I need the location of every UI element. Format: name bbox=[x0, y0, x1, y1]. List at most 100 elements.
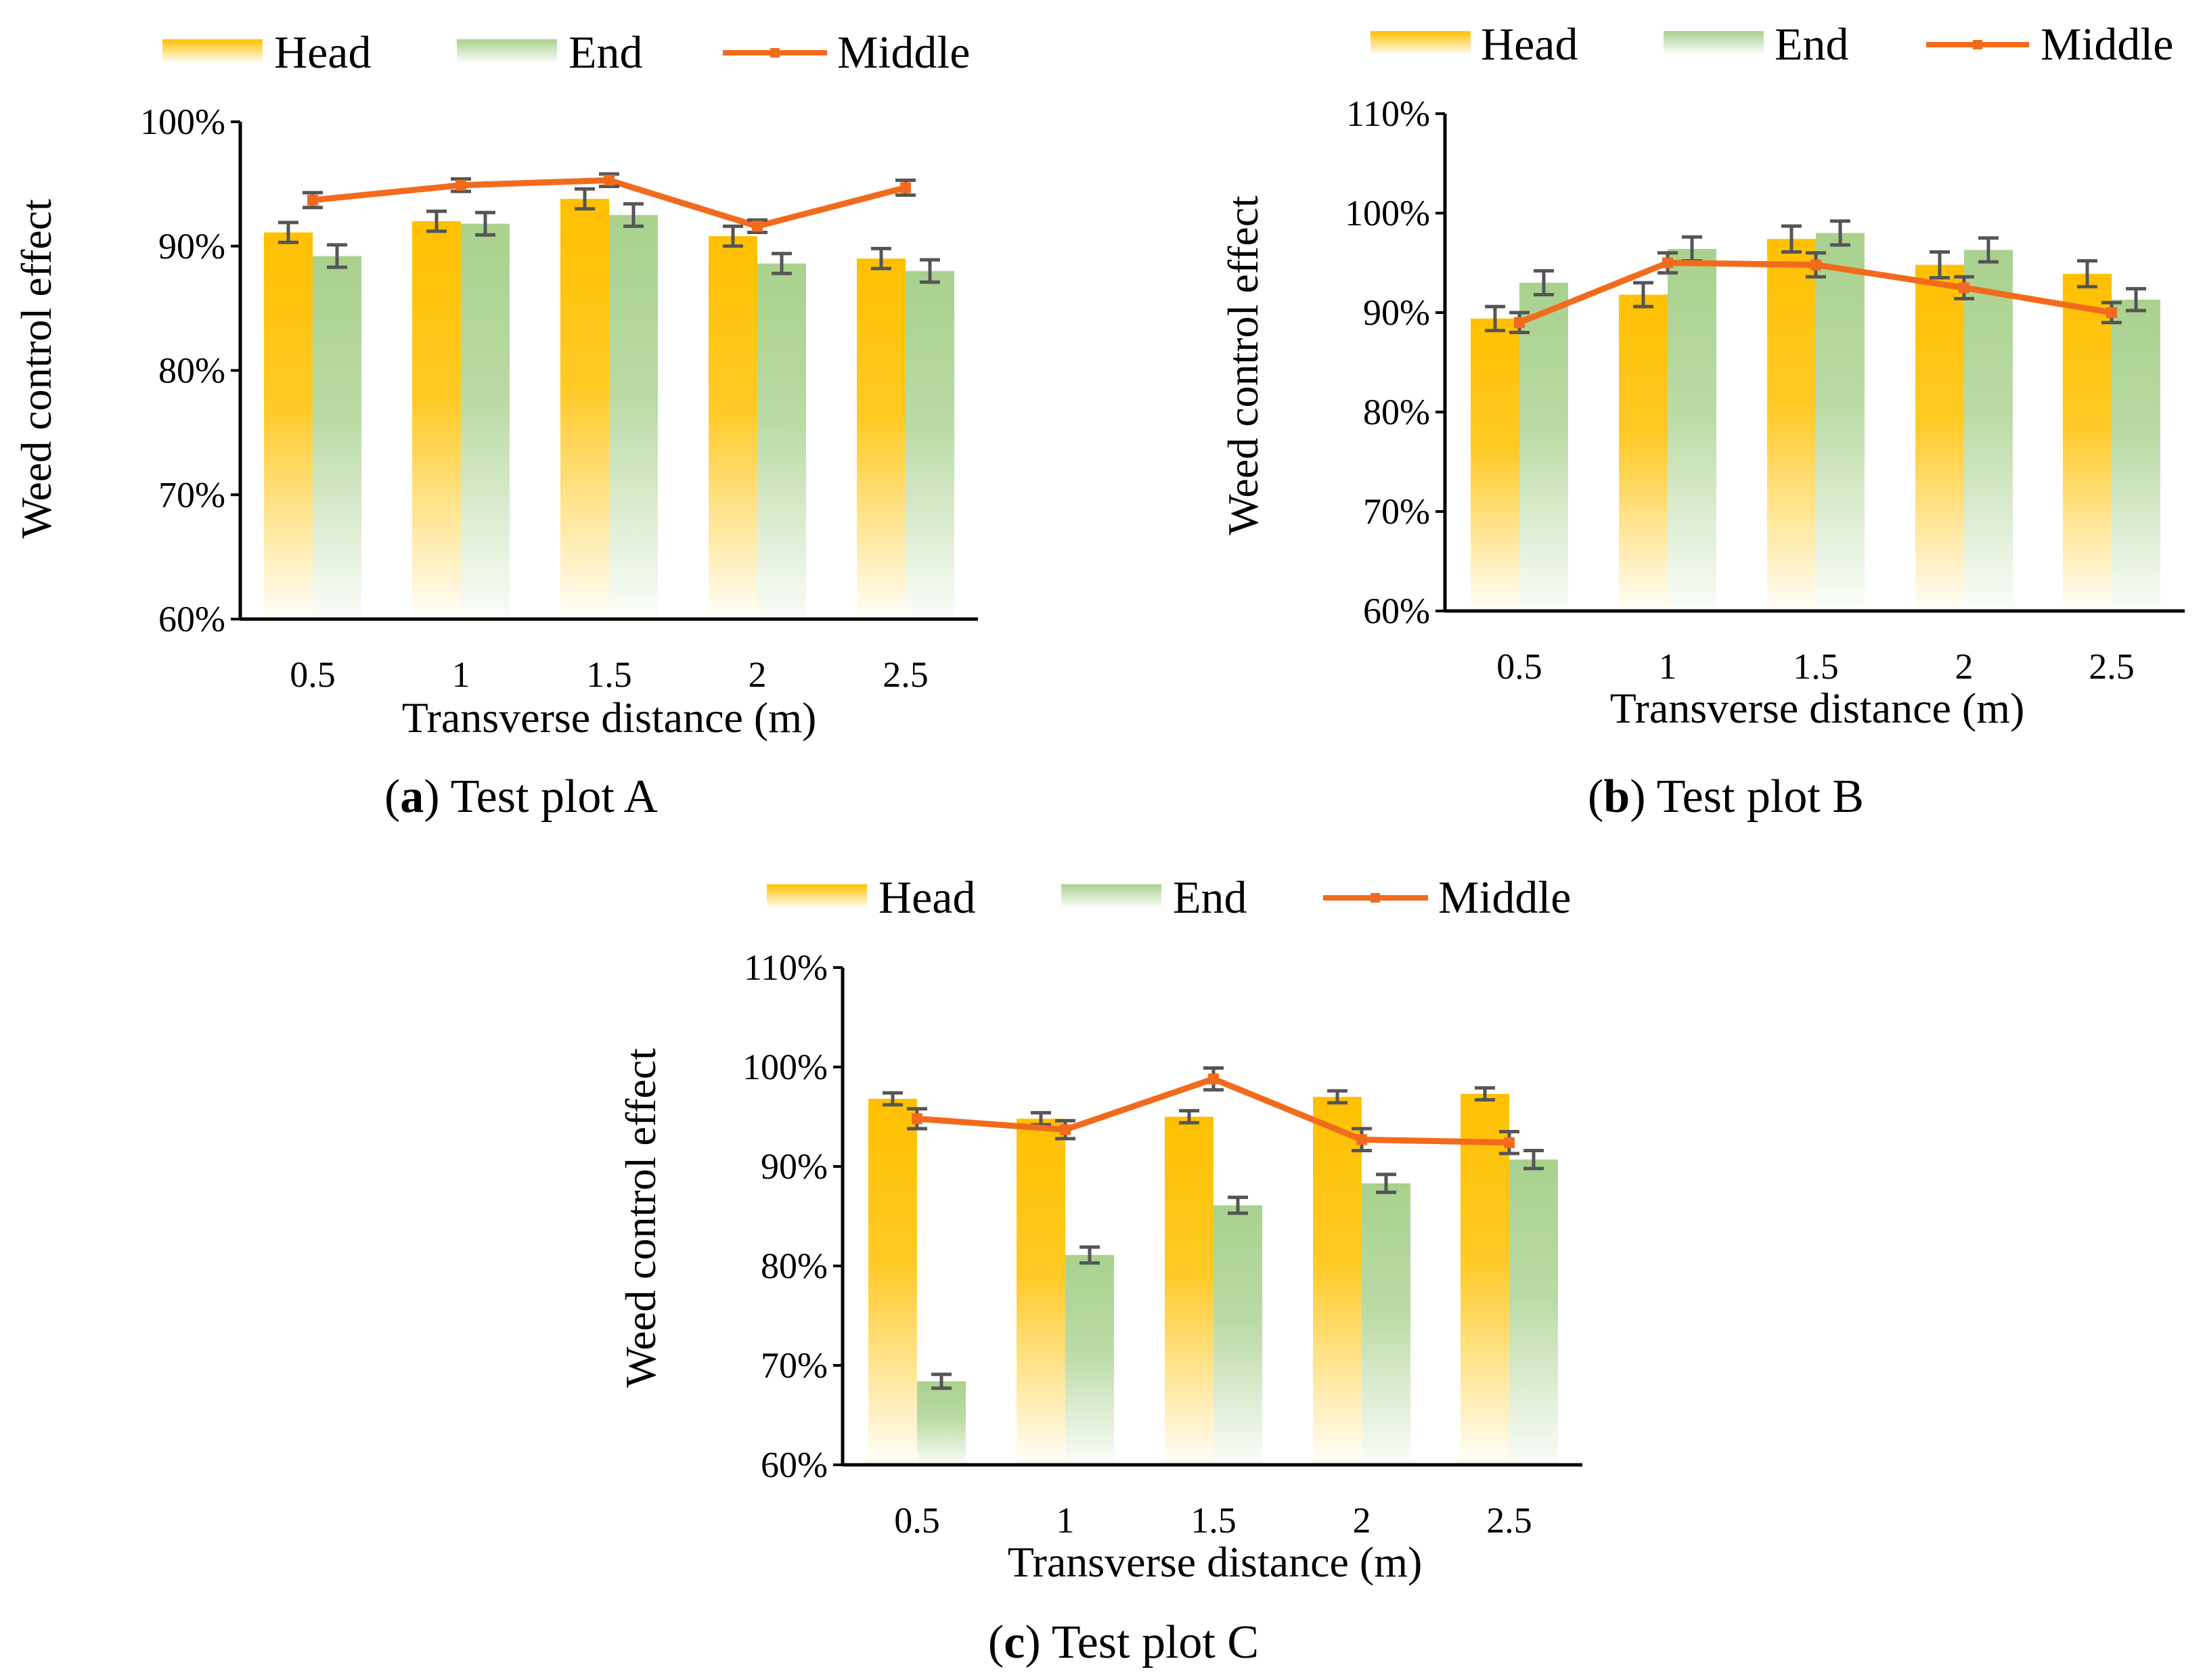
bar-head bbox=[868, 1099, 917, 1465]
bar-end bbox=[1816, 233, 1865, 611]
legend-marker-middle bbox=[1973, 40, 1982, 49]
bar-end bbox=[461, 223, 510, 619]
error-bar-end bbox=[1523, 1148, 1544, 1171]
legend-label-head: Head bbox=[274, 26, 371, 78]
bar-head bbox=[857, 258, 906, 619]
caption-text: ) Test plot C bbox=[1025, 1616, 1259, 1668]
point-middle bbox=[752, 221, 763, 232]
legend-label-middle: Middle bbox=[1438, 871, 1571, 923]
error-bar-end bbox=[1830, 219, 1850, 247]
point-middle bbox=[912, 1113, 922, 1125]
legend-label-head: Head bbox=[1481, 18, 1578, 70]
error-bar-end bbox=[1376, 1173, 1396, 1194]
caption-text: ) Test plot B bbox=[1630, 771, 1864, 823]
bar-end bbox=[757, 263, 806, 620]
bar-head bbox=[1915, 265, 1964, 611]
x-axis-ticks: 0.5 1 1.5 2 2.5 bbox=[1496, 646, 2135, 687]
panel-caption: (c) Test plot C bbox=[988, 1616, 1259, 1668]
bar-end bbox=[1668, 248, 1716, 611]
y-tick-label: 60% bbox=[1363, 591, 1430, 631]
point-middle bbox=[1959, 282, 1969, 294]
bar-end bbox=[1065, 1254, 1114, 1465]
point-middle bbox=[1356, 1134, 1367, 1145]
point-middle bbox=[307, 194, 318, 206]
legend-label-head: Head bbox=[878, 871, 975, 923]
y-axis-ticks: 60% 70% 80% 90% 100% bbox=[140, 101, 240, 639]
panel-caption: (b) Test plot B bbox=[1588, 771, 1864, 823]
x-axis-title: Transverse distance (m) bbox=[1610, 684, 2025, 732]
point-middle bbox=[1514, 317, 1525, 328]
y-axis-ticks: 60% 70% 80% 90% 100% 110% bbox=[1345, 93, 1445, 631]
error-bar-end bbox=[772, 252, 792, 275]
point-middle bbox=[1504, 1137, 1515, 1148]
x-tick-label: 1.5 bbox=[586, 654, 632, 695]
error-bar-head bbox=[278, 221, 298, 244]
bar-end bbox=[1509, 1159, 1558, 1465]
legend-swatch-end bbox=[457, 39, 557, 62]
x-tick-label: 2.5 bbox=[883, 654, 929, 695]
bar-head bbox=[560, 198, 609, 619]
bar-end bbox=[2112, 299, 2160, 611]
legend: Head End Middle bbox=[767, 871, 1571, 923]
x-axis-title: Transverse distance (m) bbox=[402, 694, 817, 742]
x-tick-label: 2 bbox=[749, 654, 767, 695]
point-middle bbox=[2106, 307, 2117, 318]
chart-panel-c: Head End Middle 60% 70% 80% 90% 100% 110% 0.5… bbox=[617, 871, 1582, 1668]
caption-letter: b bbox=[1603, 771, 1630, 823]
error-bar-head bbox=[1327, 1089, 1348, 1105]
x-tick-label: 0.5 bbox=[290, 654, 336, 695]
caption-letter: a bbox=[400, 771, 424, 823]
chart-panel-a: Head End Middle 60% 70% 80% 90% 100% 0.5 1 1.5… bbox=[12, 26, 978, 823]
bar-head bbox=[1165, 1116, 1213, 1465]
error-bar-end bbox=[623, 202, 644, 228]
legend-marker-middle bbox=[1371, 893, 1380, 903]
y-tick-label: 70% bbox=[1363, 491, 1430, 532]
legend-marker-middle bbox=[770, 48, 780, 58]
legend-swatch-end bbox=[1061, 884, 1161, 907]
caption-text: ) Test plot A bbox=[424, 771, 658, 823]
legend-swatch-head bbox=[767, 884, 867, 907]
plot-area bbox=[1471, 219, 2160, 612]
error-bar-head bbox=[426, 209, 447, 233]
y-tick-label: 60% bbox=[761, 1445, 828, 1485]
y-axis-ticks: 60% 70% 80% 90% 100% 110% bbox=[742, 947, 843, 1485]
bar-head bbox=[1619, 294, 1668, 611]
y-axis-title: Weed control effect bbox=[617, 1048, 665, 1388]
bar-end bbox=[1213, 1205, 1262, 1465]
y-tick-label: 60% bbox=[158, 599, 225, 639]
bar-head bbox=[412, 221, 461, 619]
bar-end bbox=[609, 214, 658, 619]
y-tick-label: 100% bbox=[1345, 193, 1430, 233]
x-tick-label: 0.5 bbox=[894, 1500, 940, 1541]
y-tick-label: 70% bbox=[158, 474, 225, 515]
x-tick-label: 1 bbox=[452, 654, 470, 695]
x-tick-label: 2 bbox=[1353, 1500, 1371, 1541]
chart-panel-b: Head End Middle 60% 70% 80% 90% 100% 110% 0.5… bbox=[1219, 18, 2185, 823]
error-bar-head bbox=[1781, 224, 1802, 254]
error-bar-end bbox=[920, 258, 940, 284]
error-bar-end bbox=[1079, 1245, 1100, 1265]
error-bar-end bbox=[931, 1372, 952, 1390]
y-tick-label: 80% bbox=[1363, 392, 1430, 432]
error-bar-head bbox=[1633, 281, 1653, 309]
y-tick-label: 70% bbox=[761, 1345, 828, 1386]
error-bar-head bbox=[723, 224, 743, 248]
legend-swatch-head bbox=[162, 39, 263, 62]
error-bar-head bbox=[1485, 304, 1505, 332]
error-bar-head bbox=[871, 246, 891, 271]
bar-head bbox=[1017, 1118, 1065, 1465]
bar-head bbox=[709, 236, 757, 619]
point-middle bbox=[1662, 257, 1673, 269]
legend-swatch-head bbox=[1371, 31, 1471, 54]
x-tick-label: 1 bbox=[1659, 646, 1677, 687]
point-middle bbox=[900, 182, 911, 194]
x-axis-title: Transverse distance (m) bbox=[1008, 1538, 1423, 1586]
bar-head bbox=[2063, 273, 2112, 611]
error-bar-end bbox=[475, 210, 495, 237]
bar-end bbox=[1964, 250, 2013, 611]
x-axis-ticks: 0.5 1 1.5 2 2.5 bbox=[290, 654, 929, 695]
x-tick-label: 2.5 bbox=[2089, 646, 2135, 687]
point-middle bbox=[604, 175, 615, 186]
y-axis-title: Weed control effect bbox=[1219, 196, 1267, 535]
